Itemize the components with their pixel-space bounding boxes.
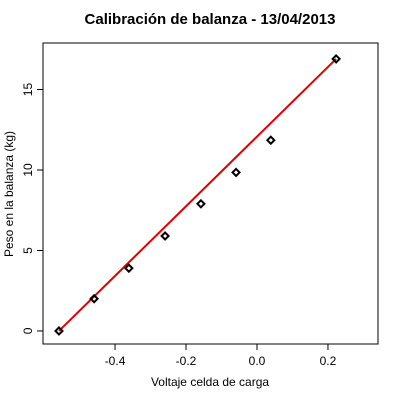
point <box>160 231 170 241</box>
x-tick-label: 0.2 <box>320 354 337 368</box>
point <box>231 167 241 178</box>
y-tick-label: 0 <box>21 327 35 334</box>
point <box>123 263 134 274</box>
point <box>54 326 64 336</box>
chart-title: Calibración de balanza - 13/04/2013 <box>85 11 336 28</box>
x-tick-label: -0.4 <box>105 354 126 368</box>
x-tick-label: 0.0 <box>249 354 266 368</box>
point <box>265 135 276 146</box>
fit-line <box>58 58 337 332</box>
point <box>89 293 100 304</box>
y-tick-label: 5 <box>21 247 35 254</box>
x-axis-label: Voltaje celda de carga <box>151 375 269 389</box>
point <box>196 198 206 209</box>
x-tick-label: -0.2 <box>176 354 197 368</box>
y-axis-label: Peso en la balanza (kg) <box>2 131 16 257</box>
point <box>331 54 342 64</box>
y-tick-label: 15 <box>21 83 35 97</box>
plot-frame <box>42 42 379 345</box>
y-tick-label: 10 <box>21 163 35 177</box>
